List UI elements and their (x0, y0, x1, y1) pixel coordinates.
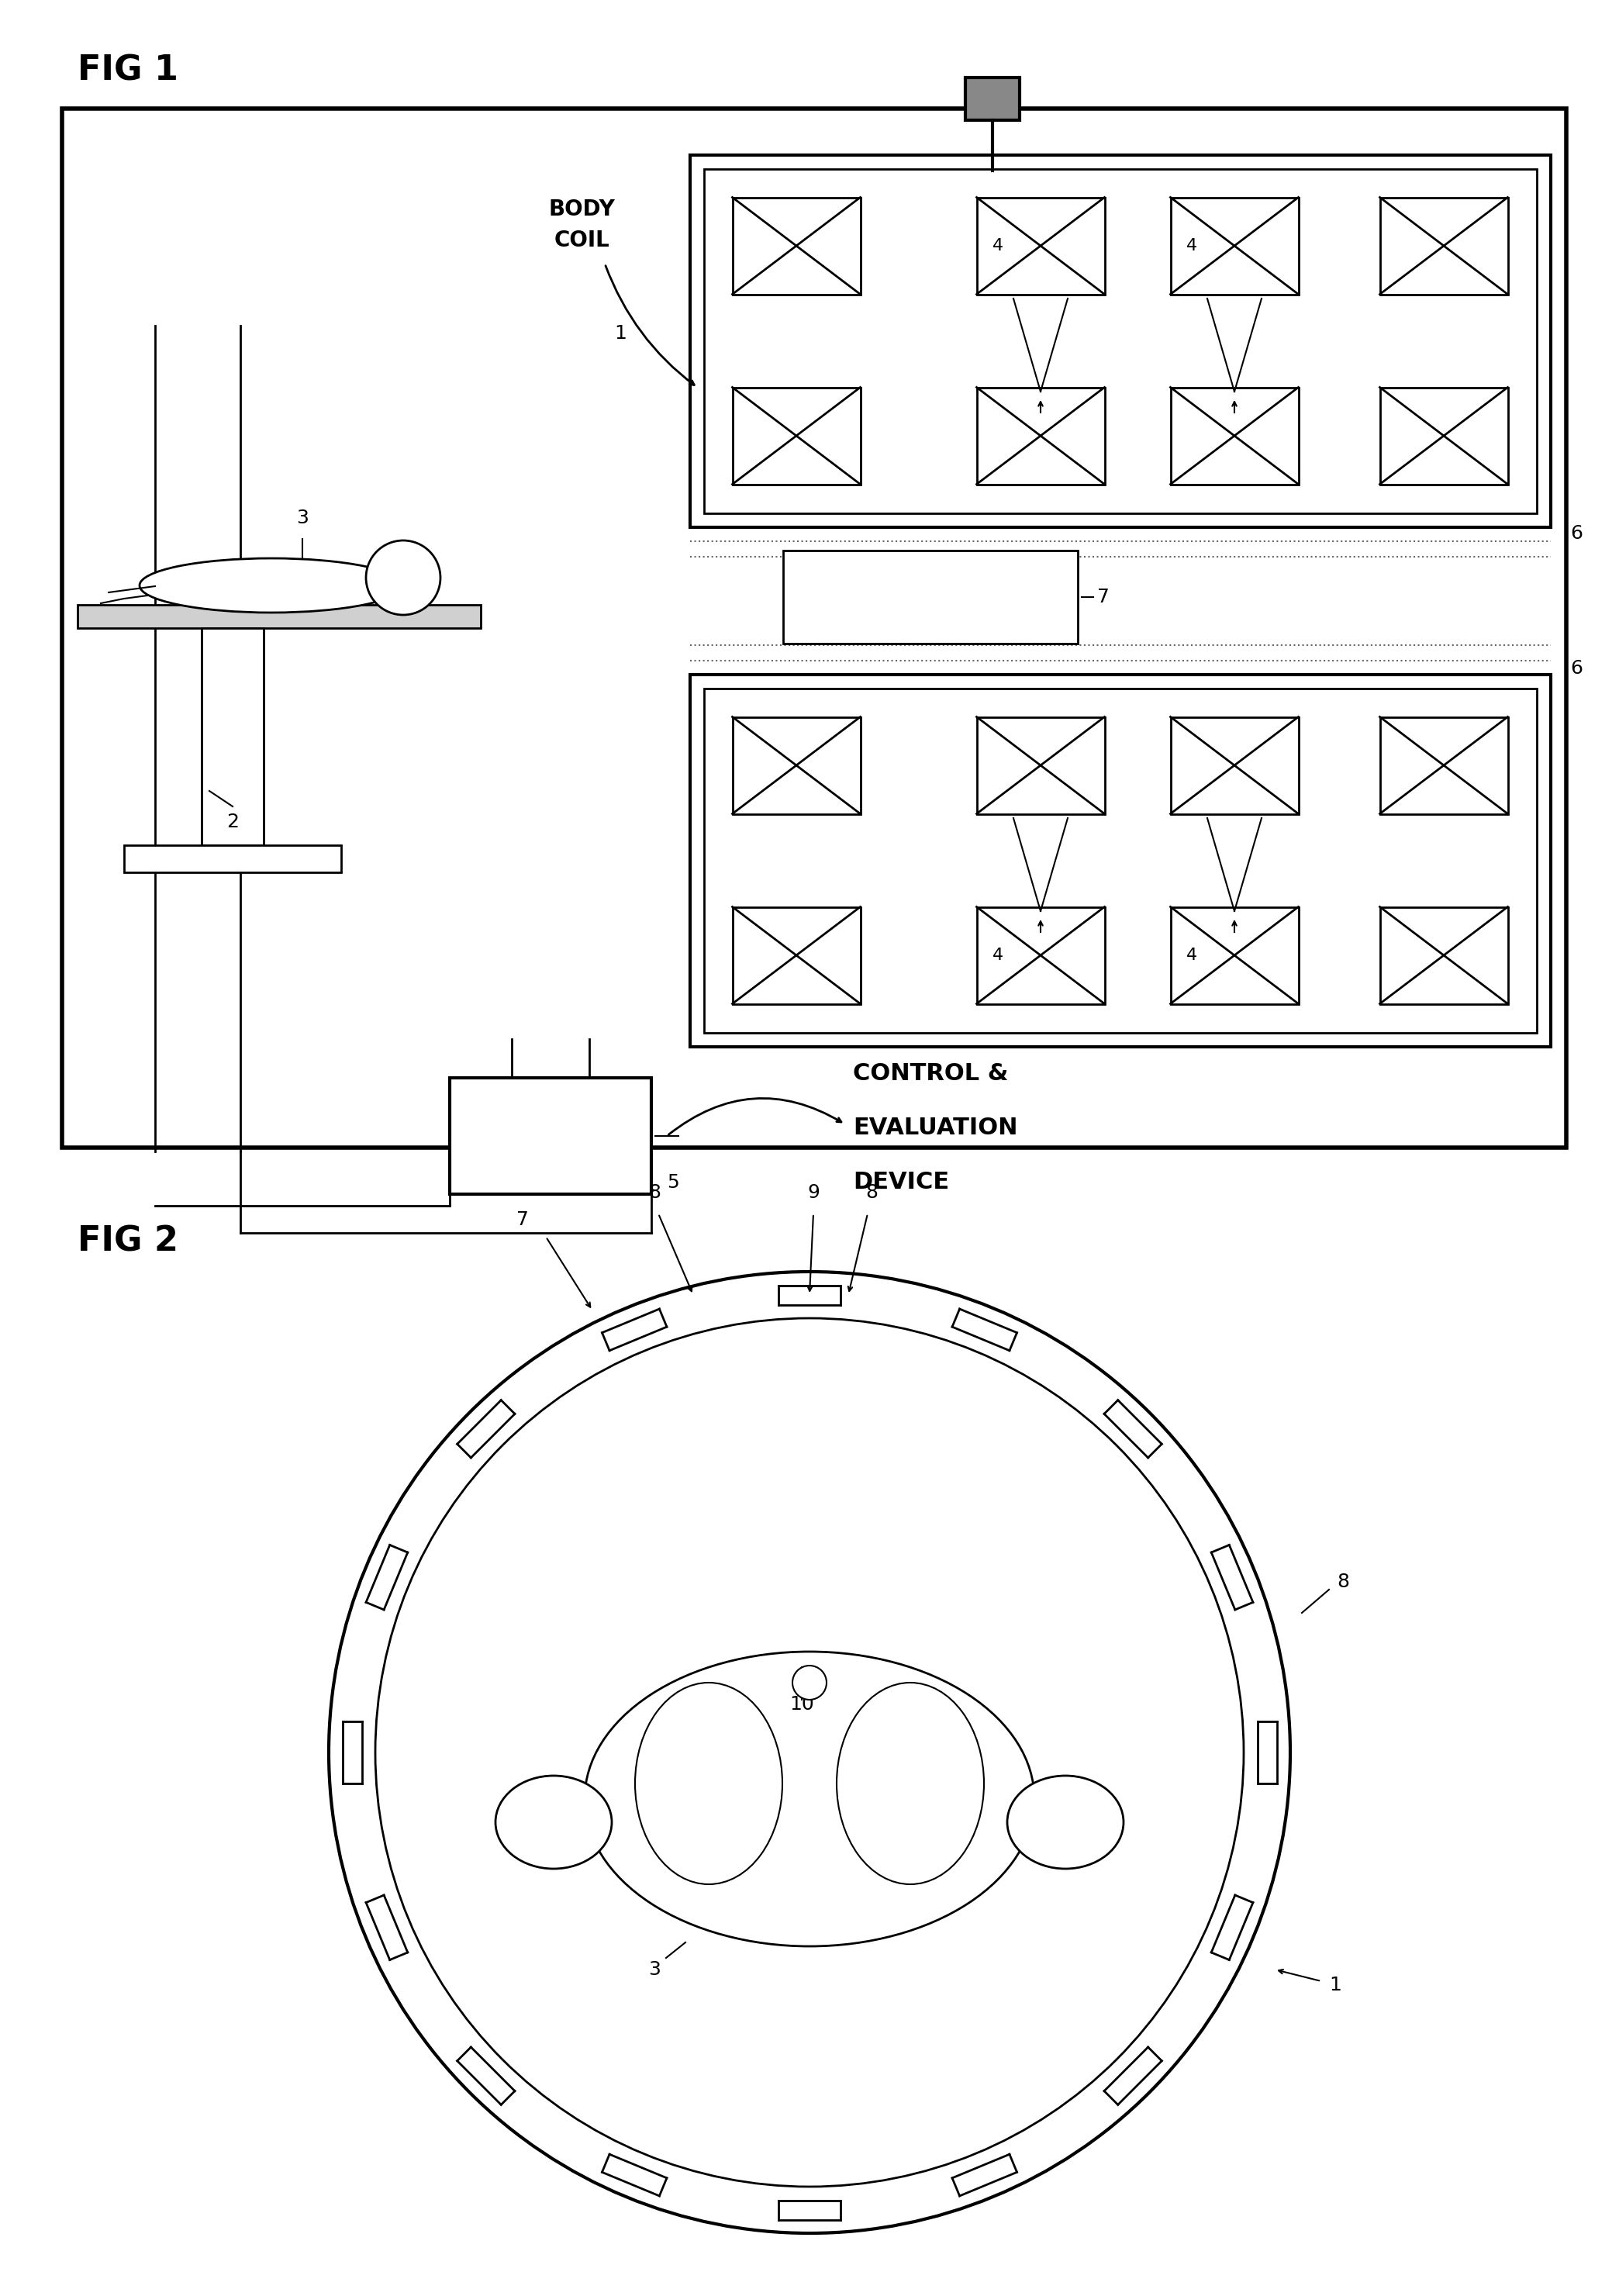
Bar (1171, 388, 1298, 484)
Bar (732, 716, 860, 813)
Bar (784, 551, 1078, 643)
Text: FIG 1: FIG 1 (78, 55, 178, 87)
Circle shape (329, 1272, 1290, 2234)
Bar (732, 388, 860, 484)
Ellipse shape (495, 1775, 612, 1869)
Text: EVALUATION: EVALUATION (853, 1116, 1018, 1139)
Bar (976, 197, 1104, 294)
Text: 3: 3 (296, 510, 309, 528)
Bar (62, 108, 1566, 1148)
Text: BODY: BODY (549, 197, 615, 220)
Bar (1171, 907, 1298, 1003)
Bar (732, 197, 860, 294)
Bar (976, 716, 1104, 813)
Text: 5: 5 (667, 1173, 678, 1192)
Text: 4: 4 (1187, 239, 1196, 253)
Text: 7: 7 (516, 1210, 529, 1228)
Ellipse shape (584, 1651, 1035, 1947)
Bar (690, 156, 1551, 528)
Text: 8: 8 (648, 1182, 661, 1201)
Ellipse shape (837, 1683, 984, 1885)
Bar (690, 675, 1551, 1047)
Text: 6: 6 (1570, 659, 1582, 677)
Text: CONTROL &: CONTROL & (853, 1063, 1009, 1084)
Text: 7: 7 (1098, 588, 1109, 606)
Text: FIG 2: FIG 2 (78, 1226, 178, 1258)
Bar (78, 604, 481, 629)
Text: 4: 4 (992, 948, 1004, 962)
Ellipse shape (139, 558, 403, 613)
Circle shape (792, 1665, 827, 1699)
Text: COIL: COIL (554, 230, 609, 250)
Text: 2: 2 (227, 813, 240, 831)
Bar (1379, 388, 1507, 484)
Bar (450, 1077, 651, 1194)
Text: 4: 4 (992, 239, 1004, 253)
Bar (1379, 716, 1507, 813)
Bar (1379, 197, 1507, 294)
Bar (704, 170, 1536, 514)
Ellipse shape (635, 1683, 782, 1885)
Text: 6: 6 (1570, 523, 1582, 542)
Text: 10: 10 (790, 1694, 814, 1713)
Bar (976, 907, 1104, 1003)
Bar (1379, 907, 1507, 1003)
Text: 8: 8 (1337, 1573, 1349, 1591)
Text: DEVICE: DEVICE (853, 1171, 949, 1194)
Bar (125, 845, 342, 872)
Bar (965, 78, 1020, 119)
Bar (704, 689, 1536, 1033)
Text: 4: 4 (1187, 948, 1196, 962)
Text: 8: 8 (865, 1182, 877, 1201)
Bar (202, 629, 264, 845)
Text: 1: 1 (614, 324, 627, 342)
Circle shape (366, 540, 440, 615)
Bar (976, 388, 1104, 484)
Ellipse shape (1007, 1775, 1124, 1869)
Text: 9: 9 (808, 1182, 819, 1201)
Text: 1: 1 (1329, 1977, 1341, 1995)
Bar (1171, 197, 1298, 294)
Bar (732, 907, 860, 1003)
Text: 3: 3 (648, 1961, 661, 1979)
Bar (1171, 716, 1298, 813)
Circle shape (376, 1318, 1243, 2186)
